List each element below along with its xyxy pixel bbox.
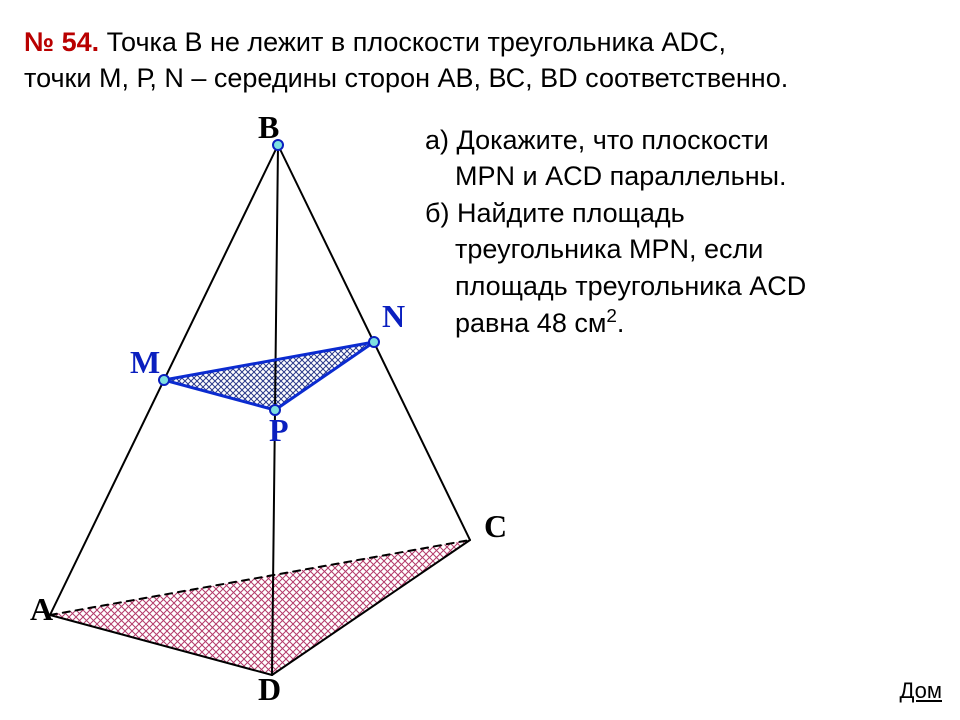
problem-statement: № 54. Точка В не лежит в плоскости треуг… [24, 24, 936, 97]
problem-line1: Точка В не лежит в плоскости треугольник… [99, 27, 726, 57]
problem-number: № 54. [24, 27, 99, 57]
task-list: а) Докажите, что плоскости MPN и ACD пар… [425, 122, 936, 342]
task-a-line2: MPN и ACD параллельны. [425, 158, 936, 194]
point-label-B: B [258, 109, 279, 146]
home-link[interactable]: Дом [899, 678, 942, 704]
point-label-C: C [484, 508, 507, 545]
task-b-line1: б) Найдите площадь [425, 195, 936, 231]
task-b-line4: равна 48 см2. [425, 304, 936, 341]
problem-line2: точки М, Р, N – середины сторон АВ, ВС, … [24, 63, 788, 93]
point-label-A: A [30, 591, 53, 628]
task-b-line3: площадь треугольника ACD [425, 268, 936, 304]
task-b-line2: треугольника MPN, если [425, 231, 936, 267]
point-label-D: D [258, 671, 281, 708]
point-label-N: N [382, 298, 405, 335]
point-label-M: M [130, 344, 160, 381]
point-label-P: P [269, 412, 289, 449]
task-a-line1: а) Докажите, что плоскости [425, 122, 936, 158]
geometry-figure: BADCMNP [20, 120, 500, 700]
